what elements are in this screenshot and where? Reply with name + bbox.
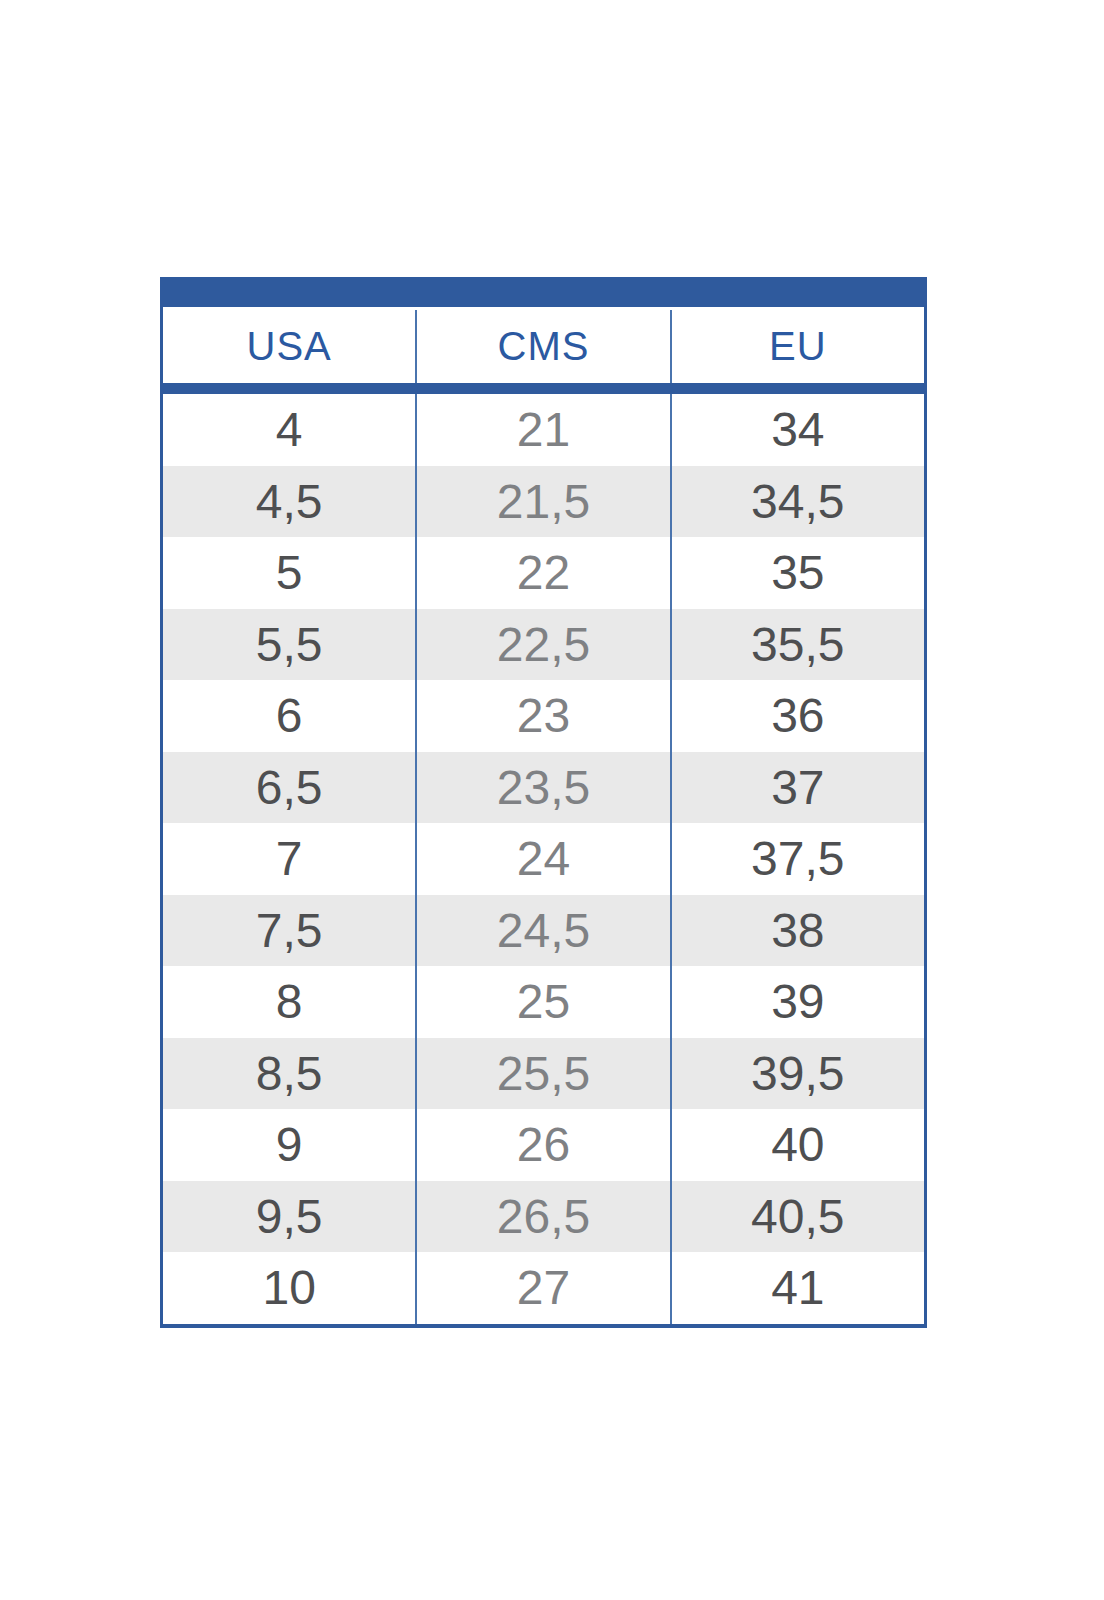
cell-usa: 8,5 [163,1038,415,1110]
cell-usa: 8 [163,966,415,1038]
cell-cms: 25 [415,966,669,1038]
cell-eu: 40 [670,1109,924,1181]
cell-eu: 41 [670,1252,924,1324]
table-row: 4,5 21,5 34,5 [163,466,924,538]
cell-usa: 6 [163,680,415,752]
cell-usa: 5,5 [163,609,415,681]
cell-eu: 36 [670,680,924,752]
table-row: 9,5 26,5 40,5 [163,1181,924,1253]
cell-eu: 40,5 [670,1181,924,1253]
cell-cms: 21,5 [415,466,669,538]
cell-usa: 7 [163,823,415,895]
cell-eu: 35 [670,537,924,609]
table-row: 7,5 24,5 38 [163,895,924,967]
column-header-eu: EU [670,310,924,383]
table-top-bar [163,277,924,307]
cell-usa: 4,5 [163,466,415,538]
cell-cms: 24 [415,823,669,895]
cell-cms: 27 [415,1252,669,1324]
table-row: 5,5 22,5 35,5 [163,609,924,681]
column-header-cms: CMS [415,310,669,383]
cell-usa: 9 [163,1109,415,1181]
cell-usa: 6,5 [163,752,415,824]
cell-cms: 21 [415,394,669,466]
cell-cms: 23 [415,680,669,752]
cell-eu: 39 [670,966,924,1038]
cell-eu: 37,5 [670,823,924,895]
cell-usa: 5 [163,537,415,609]
table-row: 8 25 39 [163,966,924,1038]
table-header-row: USA CMS EU [163,310,924,383]
cell-eu: 38 [670,895,924,967]
table-row: 6,5 23,5 37 [163,752,924,824]
table-row: 4 21 34 [163,394,924,466]
table-row: 8,5 25,5 39,5 [163,1038,924,1110]
page: USA CMS EU 4 21 34 4,5 21,5 34,5 5 22 35… [0,0,1104,1600]
table-row: 5 22 35 [163,537,924,609]
cell-eu: 34,5 [670,466,924,538]
table-row: 6 23 36 [163,680,924,752]
cell-eu: 34 [670,394,924,466]
table-body: 4 21 34 4,5 21,5 34,5 5 22 35 5,5 22,5 3… [163,394,924,1324]
cell-eu: 37 [670,752,924,824]
cell-cms: 23,5 [415,752,669,824]
cell-cms: 26 [415,1109,669,1181]
cell-eu: 39,5 [670,1038,924,1110]
table-row: 10 27 41 [163,1252,924,1324]
cell-cms: 22,5 [415,609,669,681]
cell-cms: 25,5 [415,1038,669,1110]
cell-usa: 10 [163,1252,415,1324]
cell-cms: 22 [415,537,669,609]
size-chart-table: USA CMS EU 4 21 34 4,5 21,5 34,5 5 22 35… [160,277,927,1328]
cell-usa: 9,5 [163,1181,415,1253]
table-row: 9 26 40 [163,1109,924,1181]
cell-usa: 4 [163,394,415,466]
header-separator-bar [163,383,924,394]
column-header-usa: USA [163,310,415,383]
cell-usa: 7,5 [163,895,415,967]
cell-cms: 26,5 [415,1181,669,1253]
table-row: 7 24 37,5 [163,823,924,895]
cell-eu: 35,5 [670,609,924,681]
cell-cms: 24,5 [415,895,669,967]
